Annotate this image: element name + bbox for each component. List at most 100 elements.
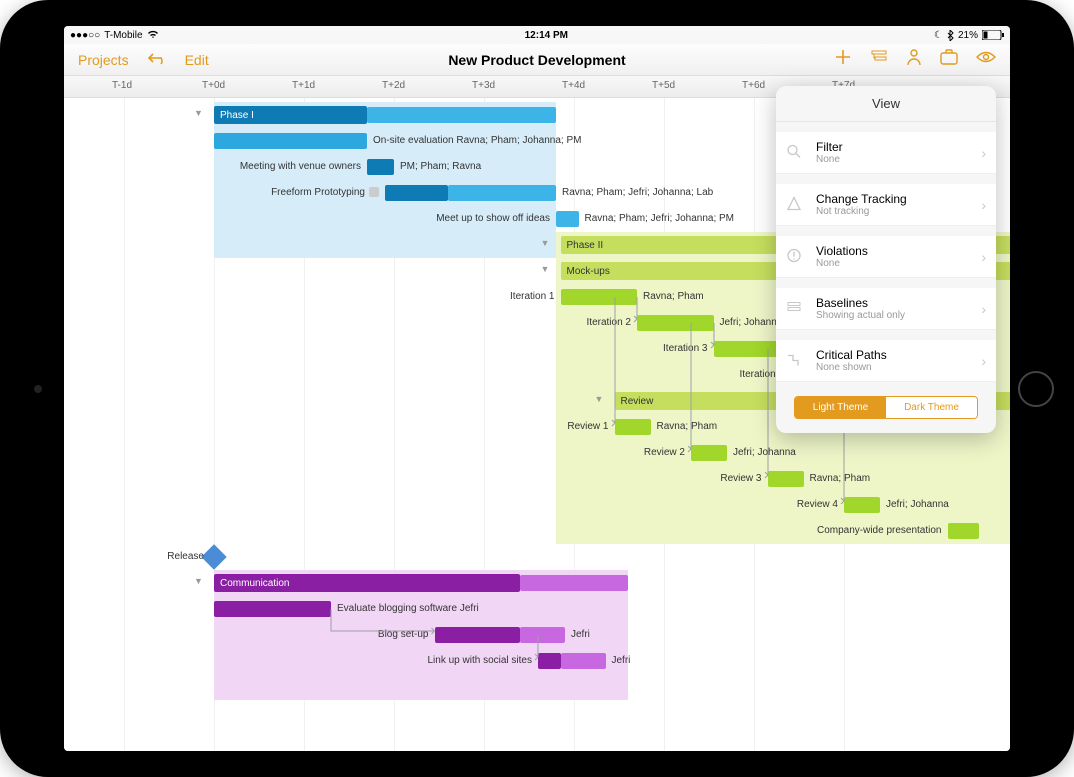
task-label-right: Evaluate blogging software Jefri	[337, 603, 479, 614]
add-button[interactable]	[834, 48, 852, 71]
gantt-bar[interactable]	[561, 289, 638, 305]
theme-segmented[interactable]: Light Theme Dark Theme	[794, 396, 978, 419]
popover-item-sub: None shown	[816, 362, 984, 373]
timeline-tick: T+2d	[382, 80, 405, 91]
disclosure-triangle[interactable]: ▼	[194, 576, 203, 586]
gantt-bar[interactable]	[385, 185, 448, 201]
task-label-right: Jefri	[571, 629, 590, 640]
moon-icon: ☾	[934, 30, 943, 41]
gantt-bar-tail[interactable]	[448, 185, 556, 201]
gantt-bar[interactable]	[214, 601, 331, 617]
task-label-right: Jefri	[612, 655, 631, 666]
task-label-right: Jefri; Johanna	[886, 499, 949, 510]
layers-icon	[786, 299, 802, 318]
light-theme-option[interactable]: Light Theme	[795, 397, 886, 418]
path-icon	[786, 351, 802, 370]
note-icon[interactable]	[369, 187, 379, 197]
gantt-bar[interactable]	[948, 523, 980, 539]
gantt-bar-tail[interactable]	[520, 627, 565, 643]
popover-item-sub: Not tracking	[816, 206, 984, 217]
timeline-tick: T+5d	[652, 80, 675, 91]
gantt-row[interactable]: Review 2Jefri; Johanna	[64, 440, 1010, 466]
bluetooth-icon	[947, 30, 954, 41]
popover-item-baselines[interactable]: Baselines Showing actual only ›	[776, 288, 996, 330]
carrier: T-Mobile	[104, 30, 142, 41]
gantt-row[interactable]: Blog set-upJefri	[64, 622, 1010, 648]
gantt-bar[interactable]	[844, 497, 880, 513]
undo-button[interactable]	[147, 51, 167, 68]
task-label-left: Meet up to show off ideas	[356, 213, 550, 224]
timeline-tick: T+6d	[742, 80, 765, 91]
signal-dots: ●●●○○	[70, 30, 100, 41]
projects-button[interactable]: Projects	[78, 52, 129, 68]
popover-item-violations[interactable]: Violations None ›	[776, 236, 996, 278]
task-label-left: Review 4	[644, 499, 838, 510]
structure-button[interactable]	[870, 48, 888, 71]
disclosure-triangle[interactable]: ▼	[541, 238, 550, 248]
disclosure-triangle[interactable]: ▼	[541, 264, 550, 274]
gantt-row[interactable]: Review 4 Jefri; Johanna	[64, 492, 1010, 518]
popover-item-title: Critical Paths	[816, 348, 984, 362]
task-label-left: Iteration 3	[514, 343, 708, 354]
popover-item-change-tracking[interactable]: Change Tracking Not tracking ›	[776, 184, 996, 226]
home-button[interactable]	[1018, 371, 1054, 407]
ipad-frame: ●●●○○ T-Mobile 12:14 PM ☾ 21% Projec	[0, 0, 1074, 777]
task-label-left: Release	[144, 551, 204, 562]
gantt-row[interactable]: Company-wide presentation	[64, 518, 1010, 544]
gantt-bar[interactable]	[367, 159, 394, 175]
task-label-left: Iteration 2	[437, 317, 631, 328]
gantt-bar-tail[interactable]	[367, 107, 556, 123]
gantt-bar[interactable]	[691, 445, 727, 461]
chevron-right-icon: ›	[981, 301, 986, 317]
chevron-right-icon: ›	[981, 353, 986, 369]
popover-item-critical-paths[interactable]: Critical Paths None shown ›	[776, 340, 996, 382]
battery-icon	[982, 30, 1004, 40]
task-label-left: Review 2	[491, 447, 685, 458]
popover-item-filter[interactable]: Filter None ›	[776, 132, 996, 174]
popover-item-sub: None	[816, 154, 984, 165]
gantt-bar[interactable]	[637, 315, 714, 331]
chevron-right-icon: ›	[981, 249, 986, 265]
task-label-left: Link up with social sites	[338, 655, 532, 666]
task-label-left: Meeting with venue owners	[167, 161, 361, 172]
screen: ●●●○○ T-Mobile 12:14 PM ☾ 21% Projec	[64, 26, 1010, 751]
search-icon	[786, 143, 802, 162]
milestone-diamond[interactable]	[201, 544, 226, 569]
edit-button[interactable]: Edit	[185, 52, 209, 68]
gantt-bar-tail[interactable]	[520, 575, 628, 591]
warn-icon	[786, 247, 802, 266]
dark-theme-option[interactable]: Dark Theme	[886, 397, 977, 418]
gantt-row[interactable]: Review 3Ravna; Pham	[64, 466, 1010, 492]
gantt-bar[interactable]	[615, 419, 651, 435]
gantt-bar[interactable]	[556, 211, 579, 227]
status-bar: ●●●○○ T-Mobile 12:14 PM ☾ 21%	[64, 26, 1010, 44]
task-label-left: Iteration 4	[590, 369, 784, 380]
task-label-right: Jefri; Johanna	[720, 317, 783, 328]
gantt-bar-tail[interactable]	[561, 653, 606, 669]
gantt-bar[interactable]	[538, 653, 561, 669]
view-button[interactable]	[976, 50, 996, 69]
gantt-bar[interactable]	[435, 627, 521, 643]
popover-item-title: Baselines	[816, 296, 984, 310]
resources-button[interactable]	[906, 48, 922, 71]
gantt-bar[interactable]: Communication	[214, 574, 520, 592]
gantt-row[interactable]: Release	[64, 544, 1010, 570]
status-time: 12:14 PM	[525, 30, 568, 41]
briefcase-button[interactable]	[940, 49, 958, 70]
gantt-bar[interactable]: Phase I	[214, 106, 367, 124]
task-label-right: Ravna; Pham	[657, 421, 718, 432]
disclosure-triangle[interactable]: ▼	[595, 394, 604, 404]
gantt-row[interactable]: Evaluate blogging software Jefri	[64, 596, 1010, 622]
gantt-bar[interactable]	[214, 133, 367, 149]
gantt-bar[interactable]	[768, 471, 804, 487]
task-label-right: Ravna; Pham	[643, 291, 704, 302]
gantt-row[interactable]: ▼ Communication	[64, 570, 1010, 596]
popover-item-sub: Showing actual only	[816, 310, 984, 321]
task-label-left: Iteration 1	[361, 291, 555, 302]
gantt-row[interactable]: Link up with social sites Jefri	[64, 648, 1010, 674]
timeline-tick: T+4d	[562, 80, 585, 91]
chevron-right-icon: ›	[981, 197, 986, 213]
disclosure-triangle[interactable]: ▼	[194, 108, 203, 118]
task-label-left: Freeform Prototyping	[185, 187, 379, 198]
popover-title: View	[776, 86, 996, 122]
